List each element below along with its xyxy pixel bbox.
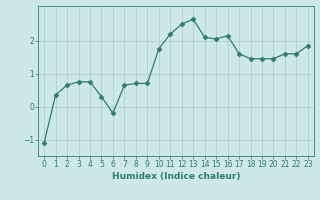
X-axis label: Humidex (Indice chaleur): Humidex (Indice chaleur)	[112, 172, 240, 181]
